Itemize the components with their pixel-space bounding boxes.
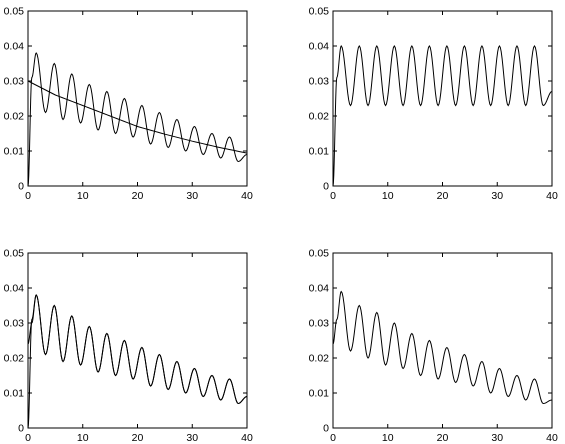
y-tick-label: 0.03	[309, 318, 330, 330]
y-tick-label: 0.03	[309, 76, 330, 88]
y-tick-label: 0.02	[309, 111, 330, 123]
x-tick-label: 20	[437, 432, 449, 444]
y-tick-label: 0.02	[4, 111, 25, 123]
y-tick-label: 0.04	[309, 41, 330, 53]
plot-frame	[27, 10, 248, 187]
chart-panel-3: 0 0.01 0.02 0.03 0.04 0.05 0 10 20 30 40	[4, 248, 253, 444]
series-line-2	[28, 80, 247, 154]
y-tick-label: 0	[323, 181, 329, 193]
x-tick-label: 10	[382, 190, 394, 202]
y-tick-label: 0.01	[309, 146, 330, 158]
y-tick-label: 0.03	[4, 76, 25, 88]
y-tick-label: 0	[18, 423, 24, 435]
x-tick-label: 10	[77, 190, 89, 202]
y-tick-label: 0.03	[4, 318, 25, 330]
y-tick-label: 0.05	[309, 6, 330, 18]
y-tick-label: 0.04	[4, 283, 25, 295]
y-tick-label: 0	[18, 181, 24, 193]
chart-panel-1: 0 0.01 0.02 0.03 0.04 0.05 0 10 20 30 40	[4, 6, 253, 203]
y-tick-label: 0.02	[4, 353, 25, 365]
series-line-1	[333, 290, 552, 405]
x-tick-label: 0	[25, 190, 31, 202]
x-tick-label: 40	[546, 190, 558, 202]
x-tick-label: 10	[77, 432, 89, 444]
y-tick-label: 0.01	[4, 388, 25, 400]
x-tick-label: 20	[132, 190, 144, 202]
x-tick-label: 40	[546, 432, 558, 444]
series-line-1	[333, 45, 552, 186]
chart-panel-2: 0 0.01 0.02 0.03 0.04 0.05 0 10 20 30 40	[309, 6, 558, 203]
x-tick-label: 0	[330, 432, 336, 444]
x-tick-label: 30	[186, 432, 198, 444]
x-tick-label: 20	[132, 432, 144, 444]
y-tick-label: 0.05	[309, 248, 330, 260]
x-tick-label: 30	[491, 432, 503, 444]
x-tick-label: 0	[25, 432, 31, 444]
y-tick-label: 0.01	[4, 146, 25, 158]
series-line-1	[28, 52, 247, 186]
chart-panel-4: 0 0.01 0.02 0.03 0.04 0.05 0 10 20 30 40	[309, 248, 558, 444]
y-tick-label: 0.04	[4, 41, 25, 53]
y-tick-label: 0.05	[4, 248, 25, 260]
y-tick-label: 0	[323, 423, 329, 435]
y-tick-label: 0.05	[4, 6, 25, 18]
y-tick-label: 0.04	[309, 283, 330, 295]
x-tick-label: 20	[437, 190, 449, 202]
series-line-2	[28, 294, 247, 405]
x-tick-label: 10	[382, 432, 394, 444]
y-tick-label: 0.02	[309, 353, 330, 365]
x-tick-label: 30	[186, 190, 198, 202]
plot-frame	[332, 252, 553, 429]
x-tick-label: 40	[241, 432, 253, 444]
plot-frame	[27, 252, 248, 429]
y-tick-label: 0.01	[309, 388, 330, 400]
x-tick-label: 0	[330, 190, 336, 202]
x-tick-label: 40	[241, 190, 253, 202]
x-tick-label: 30	[491, 190, 503, 202]
